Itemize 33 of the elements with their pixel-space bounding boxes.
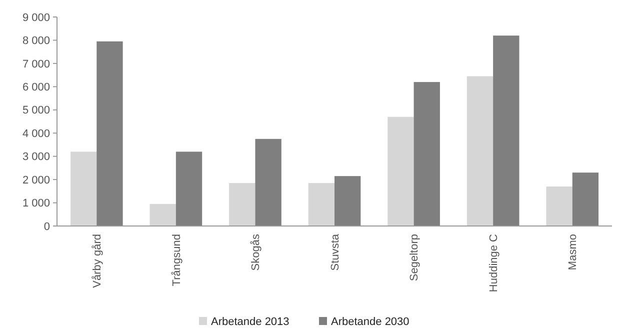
x-tick-label: Segeltorp [408, 234, 421, 282]
y-tick-label: 3 000 [22, 151, 50, 164]
bar [150, 204, 176, 226]
bar [546, 186, 572, 226]
x-tick-label: Trångsund [170, 234, 183, 286]
bar [308, 183, 334, 226]
x-tick-label: Huddinge C [488, 234, 500, 292]
y-tick-label: 7 000 [22, 58, 50, 70]
legend-label: Arbetande 2013 [211, 316, 290, 328]
bar [414, 82, 440, 226]
bar [466, 76, 494, 226]
y-tick-label: 1 000 [22, 198, 50, 210]
bar [176, 152, 202, 226]
x-tick-label: Masmo [567, 234, 580, 270]
y-tick-label: 4 000 [22, 128, 50, 140]
y-tick-label: 2 000 [22, 174, 50, 186]
bar [255, 138, 282, 226]
bar [229, 183, 256, 226]
legend-label: Arbetande 2030 [331, 316, 410, 328]
y-tick-label: 5 000 [22, 104, 50, 117]
y-tick-label: 9 000 [22, 12, 50, 24]
y-tick-label: 0 [44, 220, 50, 233]
x-tick-label: Vårby gård [91, 234, 104, 288]
x-tick-label: Skogås [250, 234, 262, 271]
y-tick-label: 8 000 [22, 35, 50, 48]
bar [334, 176, 361, 226]
y-tick-label: 6 000 [22, 82, 50, 94]
bar [96, 41, 123, 226]
bar [70, 152, 97, 226]
bar [572, 172, 599, 226]
x-tick-label: Stuvsta [329, 233, 342, 271]
bar [388, 116, 414, 226]
bar [493, 36, 520, 226]
